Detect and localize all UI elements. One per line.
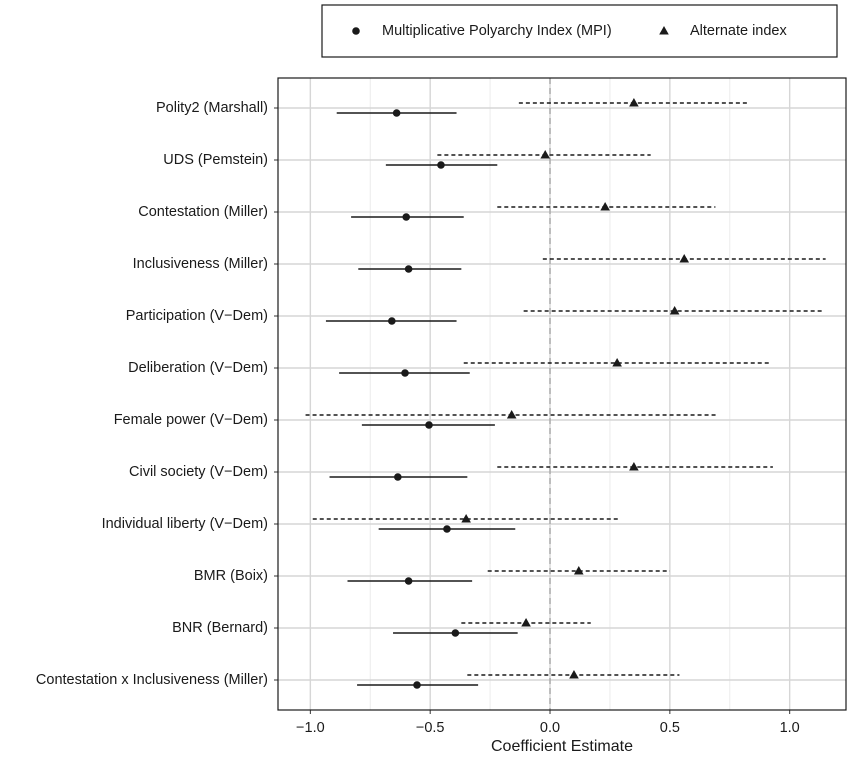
point-estimate: [629, 98, 639, 107]
point-estimate: [569, 670, 579, 679]
x-tick-label: 0.0: [540, 720, 560, 736]
legend-marker: [659, 26, 669, 35]
legend-box: [321, 4, 838, 58]
legend-label: Multiplicative Polyarchy Index (MPI): [382, 23, 612, 39]
point-estimate: [388, 317, 396, 325]
point-estimate: [392, 109, 401, 117]
legend-marker: [352, 27, 360, 35]
y-tick-label: UDS (Pemstein): [163, 152, 268, 168]
y-tick-label: Civil society (V−Dem): [129, 464, 268, 480]
y-tick-label: Deliberation (V−Dem): [128, 360, 268, 376]
point-estimate: [413, 681, 421, 689]
point-estimate: [521, 618, 531, 627]
x-tick-label: −0.5: [416, 720, 445, 736]
point-estimate: [437, 161, 445, 169]
y-tick-label: Female power (V−Dem): [114, 412, 268, 428]
y-tick-label: Individual liberty (V−Dem): [102, 516, 268, 532]
y-tick-label: Polity2 (Marshall): [156, 100, 268, 116]
point-estimate: [402, 213, 411, 221]
y-tick-label: BNR (Bernard): [172, 620, 268, 636]
y-tick-label: Contestation x Inclusiveness (Miller): [36, 672, 268, 688]
point-estimate: [612, 358, 622, 367]
point-estimate: [461, 514, 471, 523]
y-tick-label: BMR (Boix): [194, 568, 268, 584]
point-estimate: [394, 473, 402, 481]
x-axis-title: Coefficient Estimate: [491, 738, 633, 755]
point-estimate: [669, 306, 680, 315]
point-estimate: [506, 410, 517, 419]
y-tick-label: Inclusiveness (Miller): [133, 256, 268, 272]
panel-border: [277, 77, 847, 711]
y-tick-label: Contestation (Miller): [138, 204, 268, 220]
point-estimate: [451, 629, 460, 637]
plot-panel: [278, 78, 846, 710]
y-tick-label: Participation (V−Dem): [126, 308, 268, 324]
point-estimate: [443, 525, 451, 533]
point-estimate: [679, 254, 690, 263]
point-estimate: [540, 150, 551, 159]
legend-label: Alternate index: [690, 23, 787, 39]
point-estimate: [401, 369, 409, 377]
point-estimate: [425, 421, 433, 429]
x-tick-label: 1.0: [780, 720, 800, 736]
point-estimate: [600, 202, 610, 211]
legend-item: Multiplicative Polyarchy Index (MPI): [352, 23, 612, 39]
point-estimate: [404, 577, 413, 585]
point-estimate: [573, 566, 584, 575]
x-tick-label: 0.5: [660, 720, 680, 736]
legend-item: Alternate index: [659, 23, 787, 39]
point-estimate: [629, 462, 639, 471]
point-estimate: [404, 265, 413, 273]
x-tick-label: −1.0: [296, 720, 325, 736]
